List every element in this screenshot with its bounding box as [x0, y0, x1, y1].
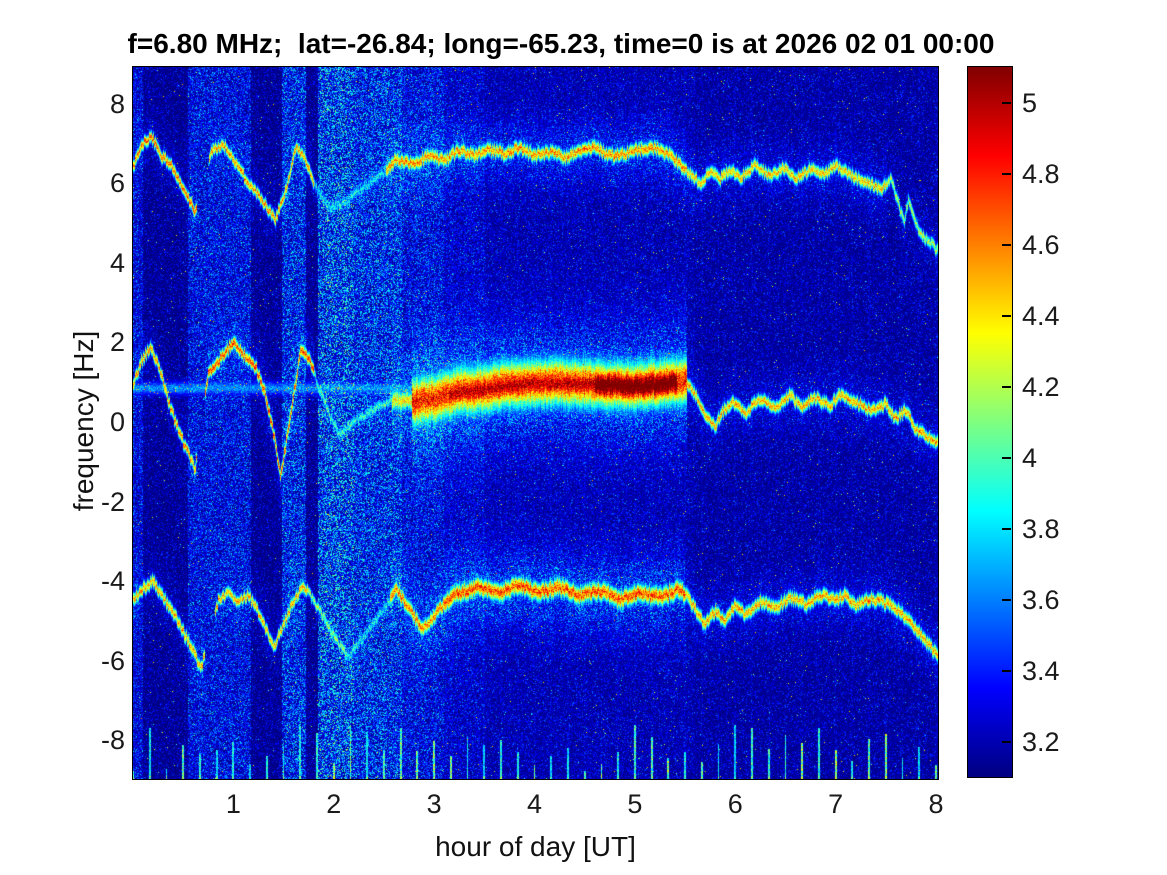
y-tick-label: 0: [109, 407, 125, 437]
x-tick-label: 1: [225, 789, 241, 819]
y-tick-label: -6: [100, 645, 125, 676]
spectrogram-heatmap: [133, 67, 938, 779]
x-tick-label: 6: [727, 789, 743, 819]
y-tick-label: 4: [109, 247, 125, 278]
colorbar: [967, 66, 1013, 778]
colorbar-tick-label: 4.4: [1022, 300, 1060, 331]
y-tick-label: -8: [100, 725, 125, 756]
colorbar-tick-label: 4.2: [1022, 371, 1060, 402]
colorbar-tick-label: 3.2: [1022, 726, 1060, 757]
x-tick-label: 8: [928, 789, 944, 819]
figure-title: f=6.80 MHz; lat=-26.84; long=-65.23, tim…: [127, 28, 995, 59]
colorbar-tick-label: 5: [1022, 87, 1038, 118]
y-tick-label: 2: [109, 327, 125, 358]
x-tick-label: 3: [426, 789, 442, 819]
colorbar-tick: [1002, 314, 1011, 317]
colorbar-tick-label: 3.4: [1022, 655, 1060, 686]
y-tick-label: 6: [109, 168, 125, 199]
x-tick-label: 5: [627, 789, 643, 819]
x-tick-label: 7: [828, 789, 844, 819]
y-tick-label: 8: [109, 88, 125, 119]
colorbar-tick: [1002, 740, 1011, 743]
colorbar-tick: [1002, 172, 1011, 175]
colorbar-tick: [1002, 527, 1011, 530]
colorbar-tick: [1002, 243, 1011, 246]
colorbar-tick: [1002, 101, 1011, 104]
colorbar-tick: [1002, 598, 1011, 601]
y-tick-label: -4: [100, 566, 125, 597]
colorbar-tick-label: 3.6: [1022, 584, 1060, 615]
colorbar-tick-label: 3.8: [1022, 513, 1060, 544]
colorbar-tick: [1002, 669, 1011, 672]
colorbar-tick: [1002, 456, 1011, 459]
x-tick-label: 4: [526, 789, 542, 819]
colorbar-tick-label: 4.6: [1022, 229, 1060, 260]
x-axis-label: hour of day [UT]: [435, 831, 636, 862]
colorbar-tick-label: 4.8: [1022, 158, 1060, 189]
colorbar-tick: [1002, 385, 1011, 388]
x-tick-label: 2: [326, 789, 342, 819]
y-tick-label: -2: [100, 486, 125, 517]
colorbar-tick-label: 4: [1022, 442, 1038, 473]
